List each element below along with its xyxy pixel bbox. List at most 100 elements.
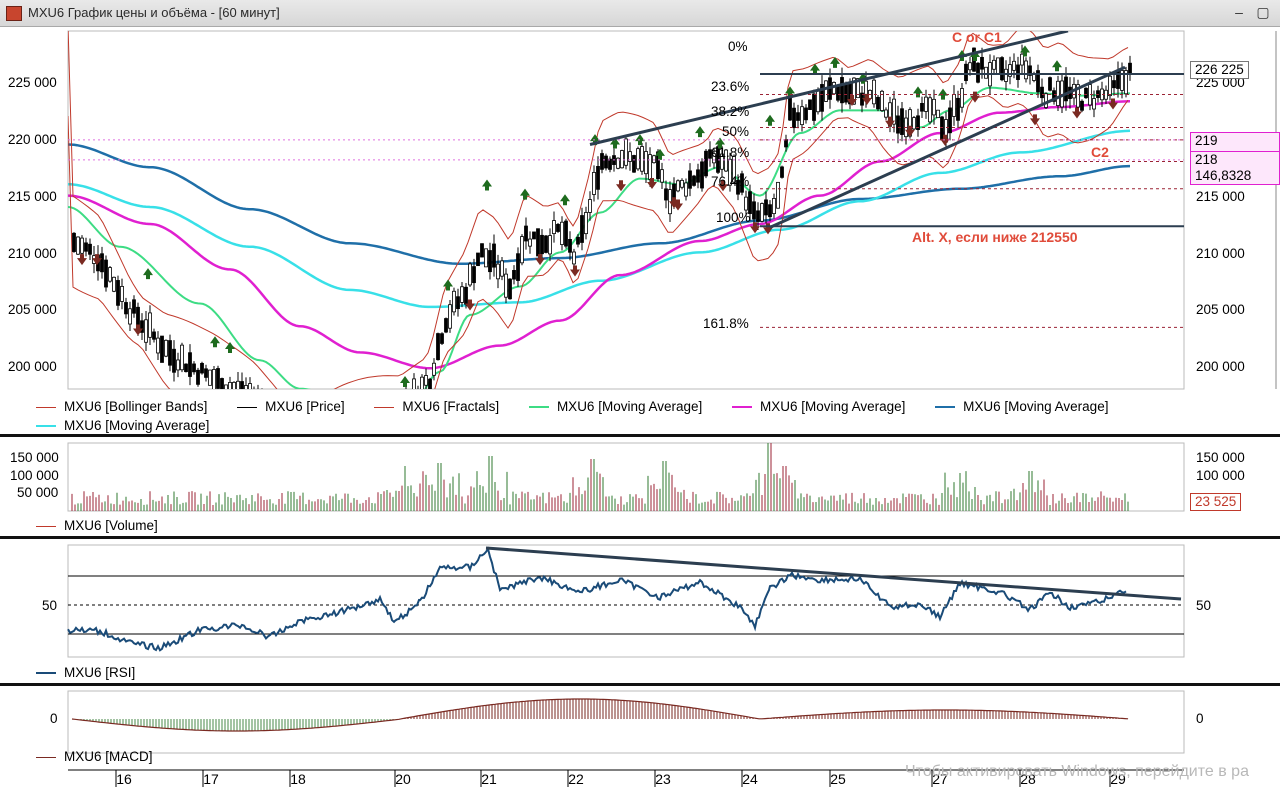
candle-body [912, 117, 916, 130]
x-axis-label: 25 [830, 771, 846, 787]
candle-body [728, 158, 732, 186]
legend-item: MXU6 [Bollinger Bands] [36, 399, 207, 414]
candle-body [812, 93, 816, 121]
x-axis-label: 22 [568, 771, 584, 787]
candle-body [540, 234, 544, 255]
candle-body [876, 96, 880, 110]
candle-body [377, 419, 380, 433]
candle-body [72, 232, 76, 252]
fractal-up-icon [1052, 60, 1062, 72]
candle-body [228, 382, 232, 389]
trendline-lower [769, 65, 1126, 229]
fractal-down-icon [77, 254, 87, 266]
candle-body [824, 80, 828, 102]
volume-tick: 150 000 [10, 450, 59, 465]
candle-body [148, 312, 152, 338]
x-axis-label: 16 [116, 771, 132, 787]
candle-body [564, 220, 568, 247]
candle-body [772, 198, 776, 215]
candle-body [428, 378, 432, 389]
fractal-down-icon [616, 180, 626, 192]
fractal-down-icon [570, 265, 580, 277]
fib-label: 76.4% [711, 174, 750, 189]
fractal-down-icon [465, 299, 475, 311]
fractal-up-icon [482, 179, 492, 191]
price-legend: MXU6 [Bollinger Bands] MXU6 [Price] MXU6… [36, 399, 1134, 414]
fractal-down-icon [1072, 107, 1082, 119]
candle-body [588, 199, 592, 213]
macd-tick: 0 [50, 711, 58, 726]
candle-body [928, 97, 932, 123]
rsi-line [67, 546, 1127, 652]
candle-body [648, 154, 652, 180]
window-titlebar: MXU6 График цены и объёма - [60 минут] –… [0, 0, 1280, 27]
candle-body [508, 278, 512, 300]
candle-body [544, 235, 548, 253]
candle-body [856, 78, 860, 99]
candle-body [760, 203, 764, 222]
candle-body [676, 180, 680, 192]
bollinger-lower [68, 95, 1129, 389]
candle-body [412, 378, 416, 389]
candle-body [236, 380, 240, 389]
candle-body [1024, 60, 1028, 80]
windows-activation-watermark: Чтобы активировать Windows, перейдите в … [905, 763, 1249, 780]
fractal-down-icon [673, 199, 683, 211]
x-axis-label: 29 [1110, 771, 1126, 787]
candle-body [397, 412, 400, 429]
x-axis-label: 23 [655, 771, 671, 787]
candle-body [124, 302, 128, 315]
candle-body [156, 337, 160, 354]
candle-body [432, 362, 436, 376]
candle-body [120, 286, 124, 302]
candle-body [1048, 77, 1052, 91]
candle-body [804, 107, 808, 121]
candle-body [800, 106, 804, 126]
candle-body [764, 199, 768, 216]
panel-separator[interactable] [0, 536, 1280, 539]
candle-body [1008, 64, 1012, 77]
rsi-tick: 50 [1196, 598, 1212, 613]
candle-body [724, 149, 728, 172]
price-layer [68, 31, 1184, 450]
fractal-down-icon [647, 177, 657, 189]
candle-body [684, 182, 688, 197]
maximize-icon[interactable]: ▢ [1256, 4, 1270, 20]
candle-body [504, 273, 508, 298]
volume-last-badge: 23 525 [1190, 493, 1242, 511]
candle-body [468, 263, 472, 286]
candle-body [968, 62, 972, 71]
fractal-up-icon [210, 336, 220, 348]
fractal-up-icon [560, 194, 570, 206]
candle-body [216, 368, 220, 389]
candle-body [952, 94, 956, 117]
fractal-up-icon [520, 188, 530, 200]
y-tick-left: 200 000 [8, 359, 57, 374]
x-axis-label: 27 [932, 771, 948, 787]
candle-body [345, 423, 348, 442]
candle-body [640, 146, 644, 172]
minimize-icon[interactable]: – [1235, 4, 1243, 20]
candle-body [560, 221, 564, 245]
y-tick-right: 210 000 [1196, 246, 1245, 261]
moving-average-cyan [68, 129, 1131, 309]
candle-body [1076, 84, 1080, 108]
candle-body [580, 215, 584, 243]
y-tick-left: 210 000 [8, 246, 57, 261]
candle-body [920, 102, 924, 112]
candle-body [168, 340, 172, 366]
candle-body [333, 428, 336, 450]
candle-body [700, 161, 704, 189]
rsi-trendline [485, 546, 1182, 601]
panel-separator[interactable] [0, 434, 1280, 437]
candle-body [552, 220, 556, 234]
chart-area[interactable]: 16 17 18 20 21 22 23 24 25 27 28 29 225 000 220 000… [0, 27, 1280, 787]
chart-canvas[interactable]: 16 17 18 20 21 22 23 24 25 27 28 29 [0, 27, 1280, 787]
panel-separator[interactable] [0, 683, 1280, 686]
candle-body [576, 236, 580, 245]
fractal-up-icon [1020, 45, 1030, 57]
candle-body [796, 112, 800, 121]
candle-body [932, 98, 936, 116]
legend-item: MXU6 [Moving Average] [528, 399, 702, 414]
candle-body [548, 235, 552, 255]
